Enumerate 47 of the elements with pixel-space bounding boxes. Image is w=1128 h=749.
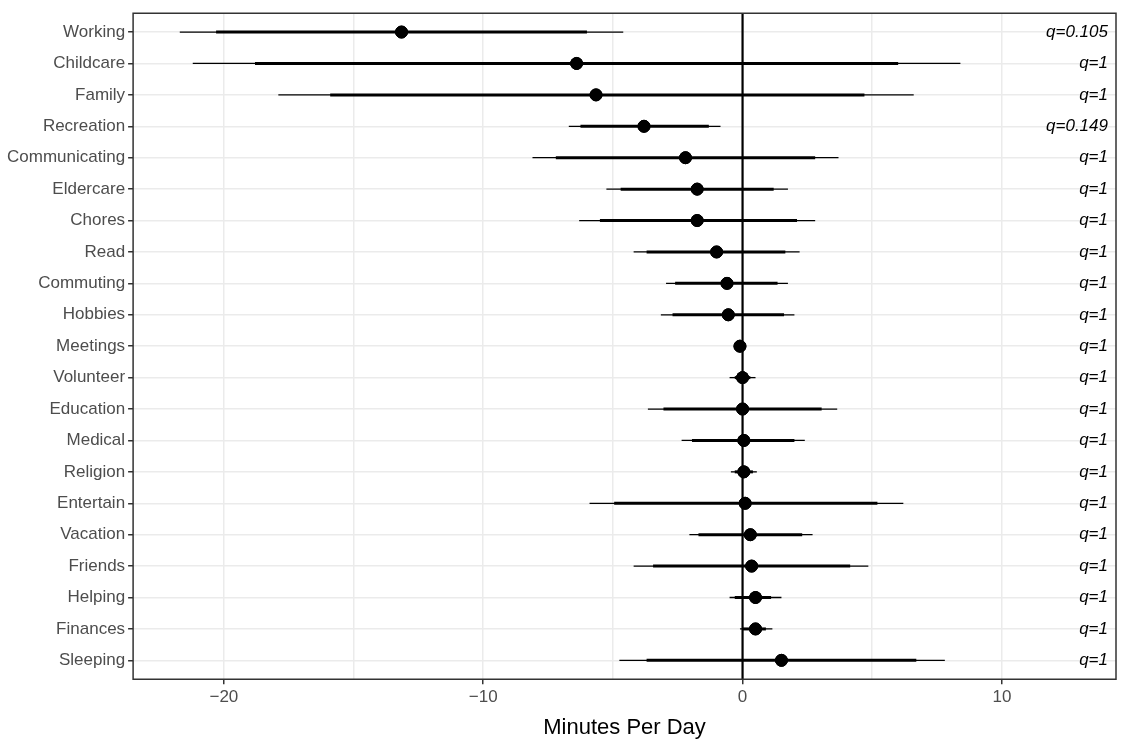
annotation: q=1 xyxy=(1079,650,1108,670)
annotation: q=1 xyxy=(1079,587,1108,607)
annotation: q=1 xyxy=(1079,304,1108,324)
x-tick-label: 0 xyxy=(737,687,748,707)
annotation: q=1 xyxy=(1079,147,1108,167)
x-tick-label: 10 xyxy=(992,687,1012,707)
y-tick-label: Chores xyxy=(70,210,126,230)
x-tick-label: −20 xyxy=(209,687,239,707)
annotation: q=1 xyxy=(1079,84,1108,104)
annotation: q=1 xyxy=(1079,367,1108,387)
annotation: q=1 xyxy=(1079,335,1108,355)
y-tick-label: Volunteer xyxy=(53,367,126,387)
y-tick-label: Finances xyxy=(56,618,126,638)
annotation: q=0.149 xyxy=(1046,116,1109,136)
x-tick-label: −10 xyxy=(468,687,498,707)
annotation: q=1 xyxy=(1079,53,1108,73)
y-tick-label: Commuting xyxy=(38,273,126,293)
annotation: q=1 xyxy=(1079,555,1108,575)
annotation: q=1 xyxy=(1079,398,1108,418)
x-axis-title: Minutes Per Day xyxy=(543,713,706,739)
y-tick-label: Childcare xyxy=(53,53,126,73)
annotation: q=1 xyxy=(1079,493,1108,513)
annotation: q=1 xyxy=(1079,241,1108,261)
y-tick-label: Meetings xyxy=(56,335,126,355)
y-tick-label: Eldercare xyxy=(52,178,126,198)
annotation: q=1 xyxy=(1079,524,1108,544)
y-tick-label: Helping xyxy=(67,587,126,607)
annotation: q=1 xyxy=(1079,210,1108,230)
y-tick-label: Hobbies xyxy=(62,304,126,324)
annotation: q=1 xyxy=(1079,618,1108,638)
y-tick-label: Religion xyxy=(63,461,126,481)
y-tick-label: Entertain xyxy=(57,492,126,512)
y-tick-label: Sleeping xyxy=(58,650,126,670)
y-tick-label: Education xyxy=(49,398,126,418)
y-tick-label: Recreation xyxy=(42,115,126,135)
annotation: q=0.105 xyxy=(1046,21,1109,41)
annotation: q=1 xyxy=(1079,178,1108,198)
annotation: q=1 xyxy=(1079,430,1108,450)
y-tick-label: Communicating xyxy=(6,147,126,167)
y-tick-label: Vacation xyxy=(60,524,126,544)
y-tick-label: Read xyxy=(84,241,126,261)
y-tick-label: Friends xyxy=(68,555,126,575)
annotation: q=1 xyxy=(1079,273,1108,293)
y-tick-label: Family xyxy=(75,84,126,104)
annotation: q=1 xyxy=(1079,461,1108,481)
y-tick-label: Working xyxy=(63,21,126,41)
y-tick-label: Medical xyxy=(66,430,126,450)
